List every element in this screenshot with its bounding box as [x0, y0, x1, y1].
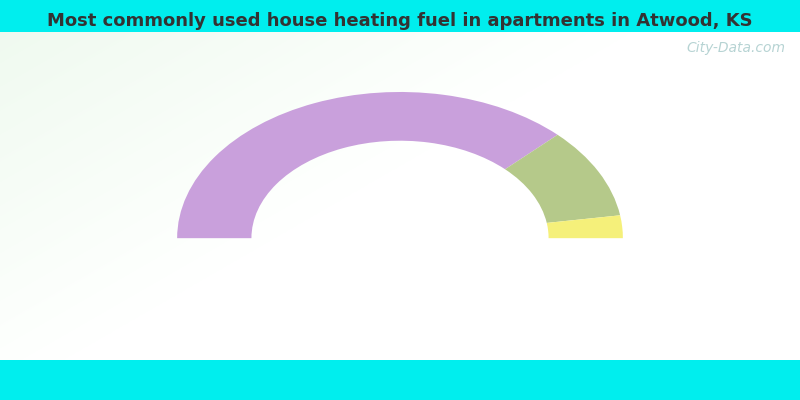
Wedge shape: [505, 135, 620, 223]
Wedge shape: [546, 215, 623, 238]
Text: Most commonly used house heating fuel in apartments in Atwood, KS: Most commonly used house heating fuel in…: [47, 12, 753, 30]
Text: City-Data.com: City-Data.com: [686, 41, 786, 55]
Wedge shape: [177, 92, 558, 238]
